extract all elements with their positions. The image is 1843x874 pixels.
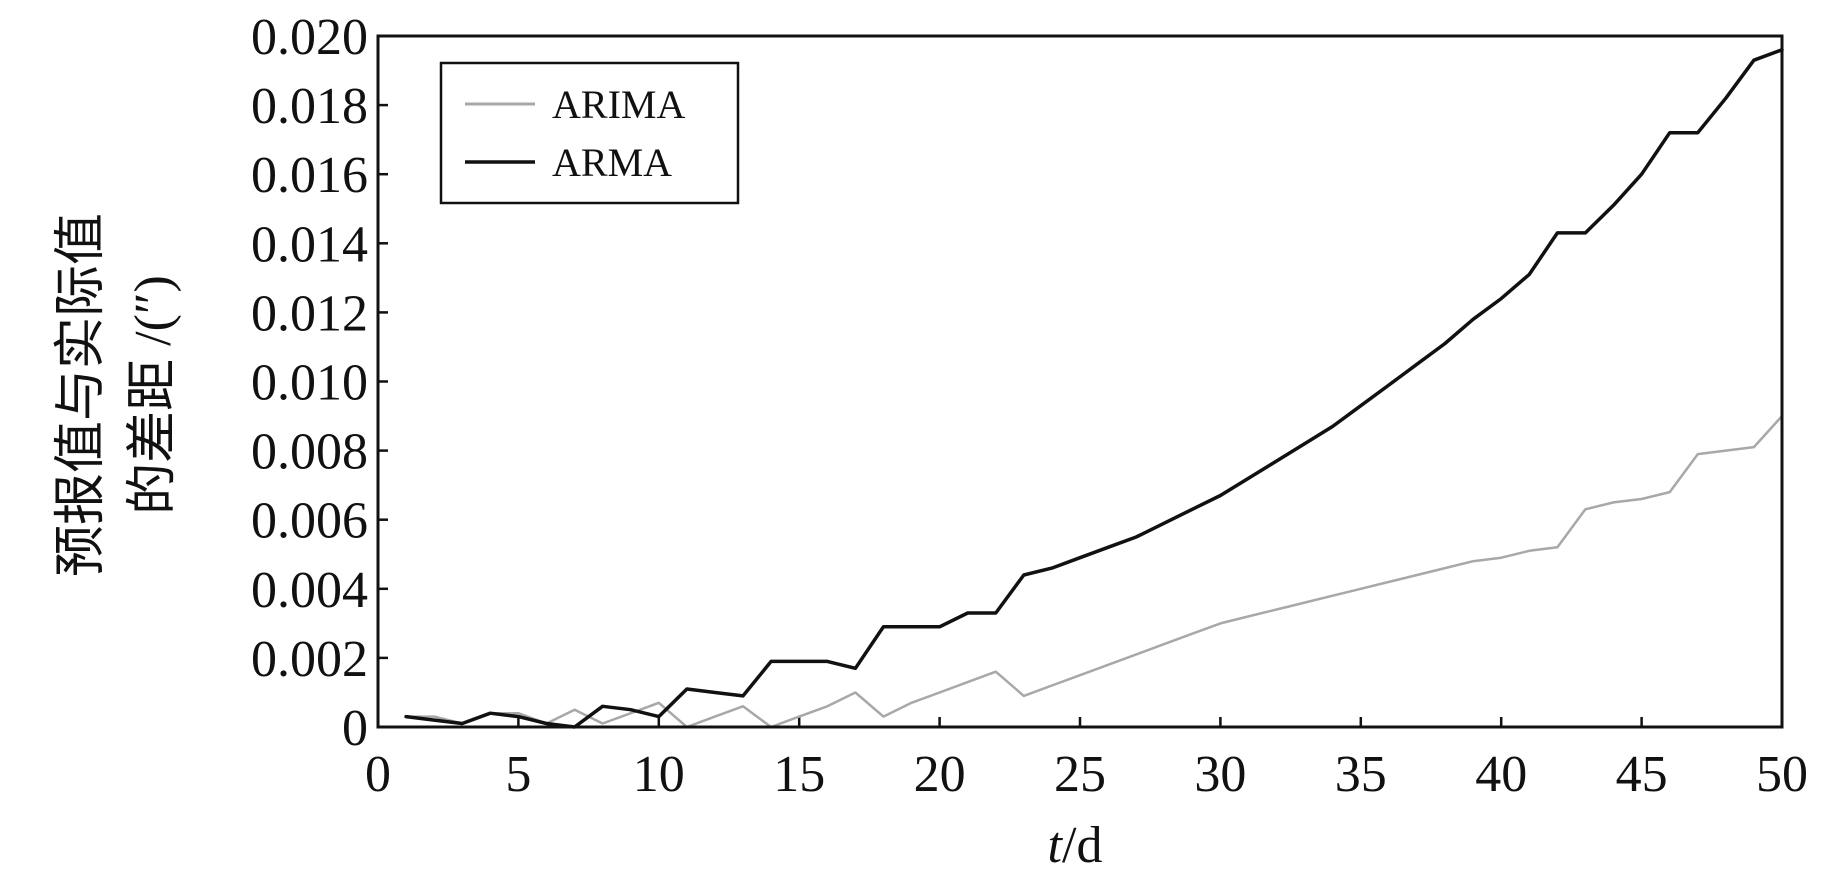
y-tick-label: 0.006 bbox=[251, 493, 368, 550]
y-tick-label: 0.008 bbox=[251, 424, 368, 481]
y-tick-label: 0.020 bbox=[251, 9, 368, 66]
legend: ARIMA ARMA bbox=[439, 61, 740, 205]
series-lines bbox=[404, 48, 1784, 729]
x-tick-label: 50 bbox=[1756, 746, 1808, 803]
x-axis-title-unit: /d bbox=[1062, 817, 1102, 874]
x-tick-label: 25 bbox=[1054, 746, 1106, 803]
x-tick-label: 30 bbox=[1194, 746, 1246, 803]
x-tick-label: 5 bbox=[505, 746, 531, 803]
tick-labels: 0 5 10 15 20 25 30 35 40 45 50 0 0.002 0.004 0.006 0.00… bbox=[251, 9, 1808, 803]
y-tick-label: 0.012 bbox=[251, 285, 368, 342]
x-tick-label: 45 bbox=[1616, 746, 1668, 803]
legend-box bbox=[439, 61, 740, 205]
y-tick-label: 0.018 bbox=[251, 78, 368, 135]
x-tick-label: 35 bbox=[1335, 746, 1387, 803]
y-tick-label: 0.014 bbox=[251, 216, 368, 273]
y-axis-title-line1: 预报值与实际值 bbox=[53, 213, 110, 577]
x-axis-title-italic: t bbox=[1048, 817, 1064, 874]
x-tick-label: 40 bbox=[1475, 746, 1527, 803]
x-tick-label: 20 bbox=[914, 746, 966, 803]
x-tick-label: 15 bbox=[773, 746, 825, 803]
plot-frame bbox=[376, 34, 1784, 729]
x-axis-title: t/d bbox=[1048, 817, 1103, 874]
y-tick-label: 0.016 bbox=[251, 147, 368, 204]
legend-label-arima: ARIMA bbox=[552, 82, 685, 127]
x-tick-label: 10 bbox=[633, 746, 685, 803]
series-line-arima bbox=[404, 414, 1784, 729]
x-tick-label: 0 bbox=[365, 746, 391, 803]
legend-label-arma: ARMA bbox=[552, 140, 672, 185]
series-line-arma bbox=[404, 48, 1784, 729]
y-tick-label: 0.010 bbox=[251, 355, 368, 412]
y-tick-label: 0.002 bbox=[251, 631, 368, 688]
y-axis-title-line2: 的差距 /(″) bbox=[125, 275, 182, 515]
y-tick-label: 0.004 bbox=[251, 562, 368, 619]
y-tick-label: 0 bbox=[342, 700, 368, 757]
